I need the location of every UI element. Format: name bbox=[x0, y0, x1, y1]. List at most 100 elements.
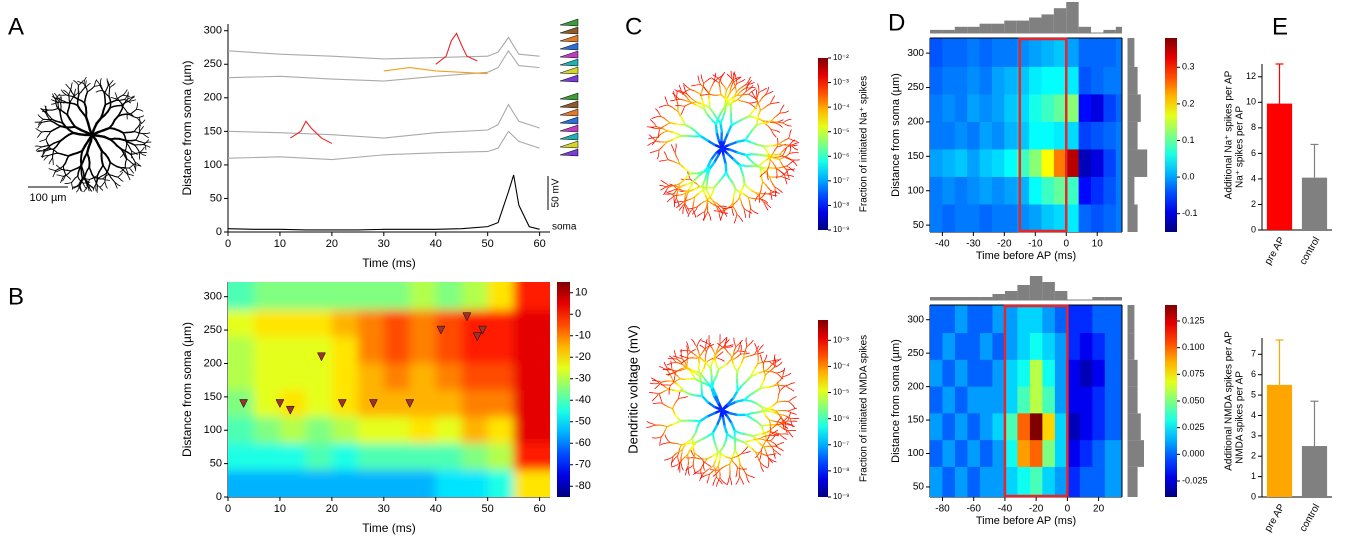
dendrite bbox=[701, 465, 703, 469]
dendrite bbox=[768, 188, 771, 191]
heat-cell bbox=[462, 390, 488, 417]
dendrite bbox=[765, 205, 766, 208]
dendrite bbox=[674, 390, 679, 391]
dendrite bbox=[714, 480, 715, 483]
dendrite bbox=[767, 425, 772, 426]
dendrite bbox=[715, 456, 717, 461]
heat-cell bbox=[1067, 413, 1080, 440]
dendrite bbox=[769, 163, 770, 167]
dendrite bbox=[696, 439, 702, 442]
heat-cell bbox=[1055, 413, 1068, 440]
dendrite bbox=[765, 201, 767, 203]
dendrite bbox=[732, 87, 734, 90]
dendrite bbox=[46, 136, 47, 139]
dendrite bbox=[774, 135, 776, 137]
histogram-bar bbox=[1116, 27, 1122, 33]
heat-cell bbox=[1054, 149, 1067, 177]
heat-cell bbox=[1092, 440, 1105, 467]
dendrite bbox=[666, 387, 669, 389]
dendrite bbox=[678, 111, 680, 115]
heat-cell bbox=[1017, 333, 1030, 360]
dendrite bbox=[763, 361, 764, 364]
heat-cell bbox=[410, 416, 436, 443]
dendrite bbox=[662, 403, 665, 405]
dendrite bbox=[131, 131, 135, 132]
dendrite bbox=[692, 433, 695, 439]
dendrite bbox=[681, 464, 682, 467]
dendrite bbox=[720, 470, 721, 474]
dendrite bbox=[125, 110, 127, 112]
dendrite bbox=[705, 214, 706, 217]
dendrite bbox=[671, 190, 674, 191]
dendrite bbox=[752, 102, 755, 103]
dendrite bbox=[779, 156, 783, 157]
heat-cell bbox=[992, 38, 1005, 67]
heat-cell bbox=[930, 121, 943, 149]
dendrite bbox=[759, 163, 762, 167]
dendrite bbox=[748, 480, 749, 483]
dendrite bbox=[747, 345, 749, 347]
dendrite bbox=[706, 182, 707, 188]
dendrite bbox=[658, 381, 661, 382]
dendrite bbox=[736, 482, 738, 485]
dendrite bbox=[729, 476, 730, 479]
dendrite bbox=[649, 135, 651, 137]
dendrite bbox=[749, 117, 754, 118]
dendrite bbox=[683, 100, 687, 101]
colorbar-tick-label: 10⁻⁹ bbox=[833, 225, 850, 234]
dendrite bbox=[771, 118, 774, 121]
heat-cell bbox=[1042, 305, 1055, 334]
dendrite bbox=[55, 171, 57, 172]
heat-cell bbox=[306, 310, 332, 337]
x-tick-label: control bbox=[1298, 235, 1323, 266]
dendrite bbox=[788, 411, 791, 413]
dendrite bbox=[780, 191, 782, 193]
dendrite bbox=[654, 128, 657, 129]
dendrite bbox=[688, 450, 690, 454]
dendrite bbox=[766, 355, 767, 358]
dendrite bbox=[664, 430, 666, 434]
colorbar-tick-label: 10⁻⁵ bbox=[833, 127, 849, 136]
dendrite bbox=[704, 81, 706, 83]
dendrite bbox=[685, 86, 687, 88]
dendrite bbox=[722, 214, 723, 217]
dendrite bbox=[772, 132, 774, 135]
heat-cell bbox=[955, 466, 968, 497]
dendrite bbox=[767, 104, 770, 106]
histogram-bar bbox=[1128, 204, 1138, 232]
dendrite bbox=[737, 354, 740, 357]
dendrite bbox=[673, 454, 676, 457]
dendrite bbox=[708, 465, 711, 467]
dendrite bbox=[769, 405, 773, 408]
dendrite bbox=[704, 191, 706, 196]
dendrite bbox=[788, 373, 791, 375]
y-tick-label: 1 bbox=[1251, 471, 1256, 481]
dendrite bbox=[659, 147, 662, 150]
dendrite bbox=[749, 92, 751, 94]
heat-cell bbox=[1005, 333, 1018, 360]
dendrite bbox=[681, 205, 683, 207]
heat-cell bbox=[306, 336, 332, 363]
dendrite bbox=[96, 80, 98, 82]
dendrite bbox=[753, 368, 755, 372]
pipette bbox=[560, 93, 578, 100]
dendrite bbox=[728, 125, 731, 132]
dendrite bbox=[759, 439, 763, 440]
dendrite bbox=[763, 367, 764, 371]
heat-cell bbox=[254, 363, 280, 390]
y-tick-label: 50 bbox=[913, 482, 925, 493]
x-tick-label: 0 bbox=[1063, 239, 1069, 250]
dendrite bbox=[742, 85, 745, 87]
dendrite bbox=[138, 124, 140, 126]
dendrite bbox=[658, 156, 659, 159]
dendrite bbox=[690, 89, 694, 90]
dendrite bbox=[61, 90, 62, 92]
heat-cell bbox=[942, 440, 955, 467]
heat-cell bbox=[1029, 66, 1042, 94]
dendrite bbox=[777, 425, 781, 427]
dendrite bbox=[743, 184, 745, 189]
dendrite bbox=[734, 220, 735, 223]
dendrite bbox=[683, 94, 686, 97]
dendrite bbox=[147, 140, 149, 142]
heat-cell bbox=[930, 94, 943, 122]
